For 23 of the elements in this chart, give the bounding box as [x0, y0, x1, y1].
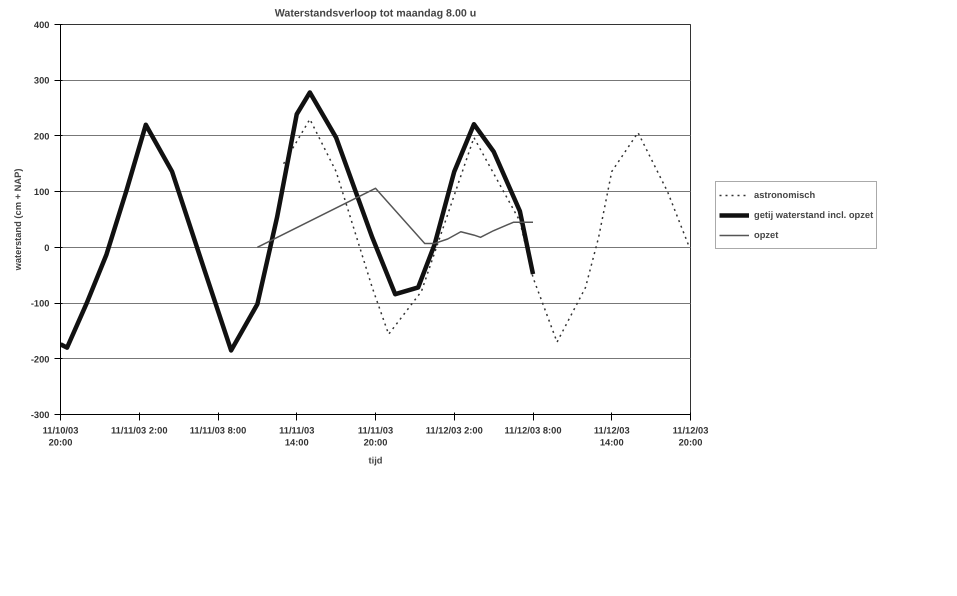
- legend-label: getij waterstand incl. opzet: [754, 210, 874, 220]
- x-tick-label: 11/11/03 14:00: [279, 426, 314, 448]
- chart-title: Waterstandsverloop tot maandag 8.00 u: [274, 8, 476, 20]
- x-tick-label: 11/11/03 2:00: [110, 426, 168, 436]
- x-tick-label: 11/11/03 8:00: [190, 426, 246, 436]
- x-tick-label: 11/10/03 20:00: [42, 426, 78, 448]
- y-tick-label: 0: [44, 242, 50, 253]
- y-tick-label: 300: [34, 76, 50, 86]
- x-tick-label: 11/12/03 14:00: [594, 426, 630, 448]
- y-tick-label: 400: [34, 20, 50, 30]
- y-tick-label: 200: [34, 131, 50, 142]
- x-axis-title: tijd: [368, 456, 383, 466]
- y-tick-label: -200: [30, 354, 50, 364]
- y-axis-title: waterstand (cm + NAP): [12, 168, 23, 272]
- y-tick-label: -100: [30, 298, 50, 309]
- x-tick-label: 11/12/03 2:00: [426, 426, 483, 436]
- x-tick-label: 11/11/03 20:00: [358, 426, 394, 448]
- y-tick-label: 100: [34, 187, 50, 198]
- x-tick-label: 11/12/03 20:00: [672, 426, 708, 448]
- legend-label: opzet: [754, 230, 778, 240]
- y-tick-label: -300: [30, 410, 50, 420]
- x-tick-label: 11/12/03 8:00: [504, 426, 562, 436]
- legend-label: astronomisch: [754, 190, 816, 200]
